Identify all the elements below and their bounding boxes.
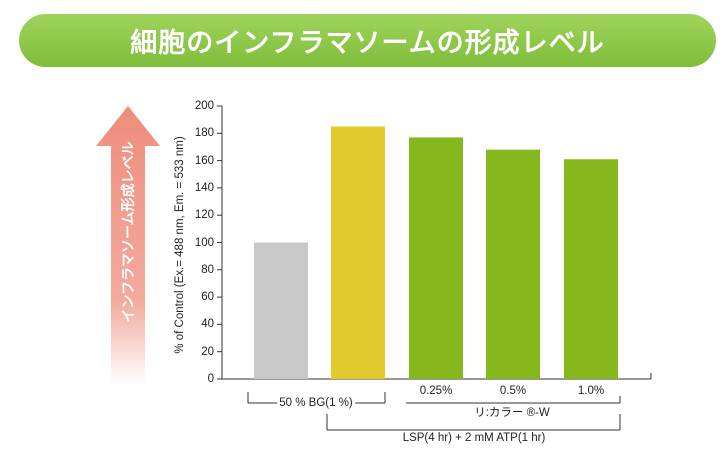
title-banner: 細胞のインフラマソームの形成レベル	[19, 14, 716, 67]
y-axis-label: % of Control (Ex.= 488 nm, Em. = 533 nm)	[174, 136, 186, 354]
y-tick-label: 60	[201, 291, 214, 304]
bar	[254, 242, 308, 379]
bar	[331, 126, 385, 379]
y-tick-label: 20	[201, 345, 214, 358]
group-label: LSP(4 hr) + 2 mM ATP(1 hr)	[400, 432, 548, 444]
bar	[564, 159, 618, 379]
group-label: リ:カラー ®-W	[472, 404, 552, 420]
y-tick-label: 40	[201, 318, 214, 331]
y-tick-label: 180	[194, 127, 214, 140]
x-category-label: 50 % BG(1 %)	[277, 397, 355, 409]
bar	[409, 137, 463, 379]
y-tick-label: 160	[194, 154, 214, 167]
y-tick-label: 140	[194, 181, 214, 194]
x-category-label: 0.5%	[497, 385, 529, 397]
y-tick-label: 80	[201, 263, 214, 276]
y-tick-label: 100	[194, 236, 214, 249]
y-tick-label: 120	[194, 209, 214, 222]
bar	[486, 149, 540, 379]
y-tick-label: 0	[207, 373, 214, 385]
up-arrow-icon	[96, 106, 160, 386]
page-title: 細胞のインフラマソームの形成レベル	[130, 28, 605, 59]
x-category-label: 0.25%	[417, 385, 455, 397]
x-category-label: 1.0%	[575, 385, 607, 397]
y-tick-label: 200	[194, 100, 214, 112]
